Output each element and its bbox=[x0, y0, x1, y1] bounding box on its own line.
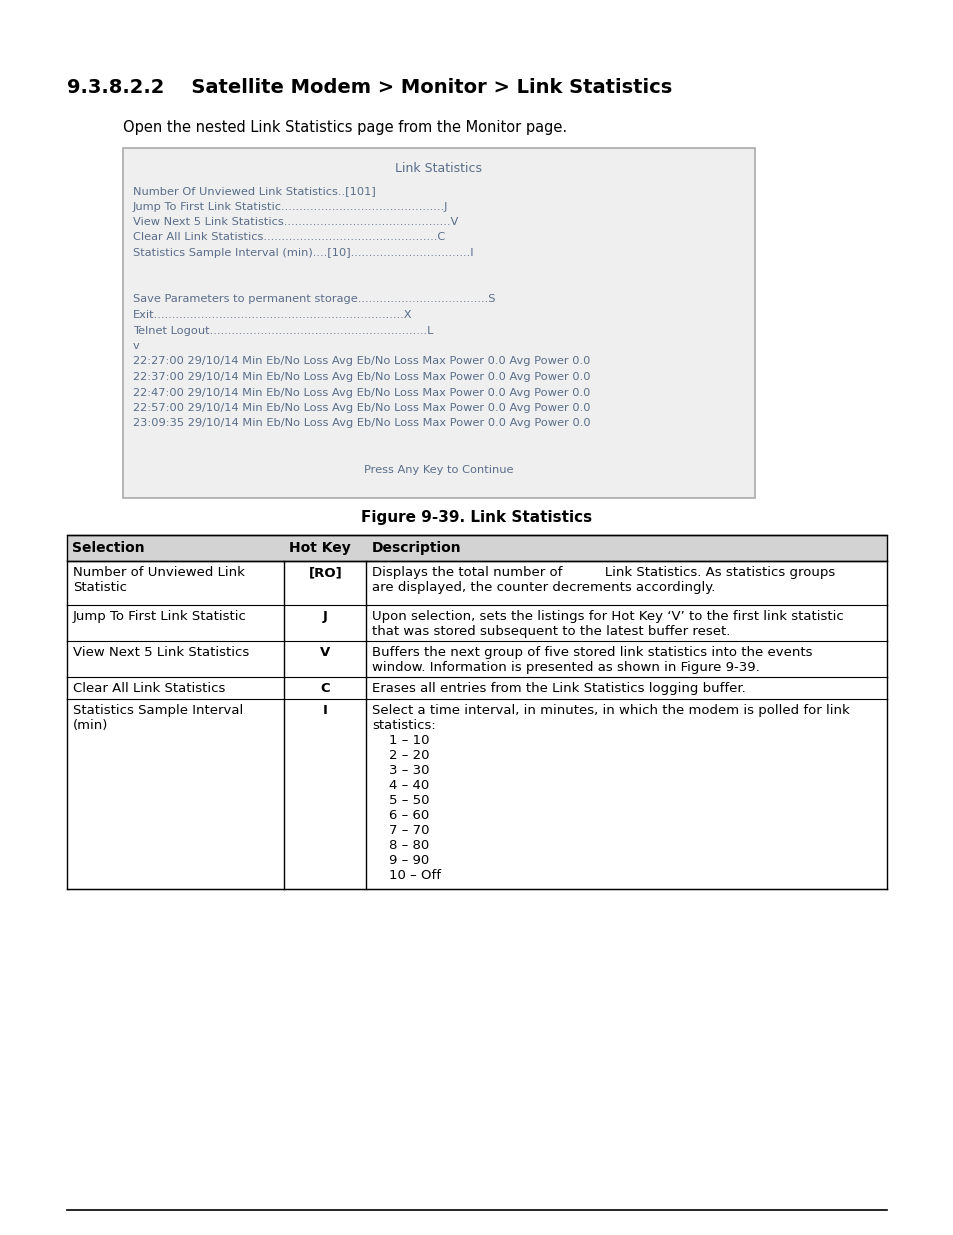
Text: View Next 5 Link Statistics..............................................V: View Next 5 Link Statistics.............… bbox=[132, 217, 457, 227]
Text: 23:09:35 29/10/14 Min Eb/No Loss Avg Eb/No Loss Max Power 0.0 Avg Power 0.0: 23:09:35 29/10/14 Min Eb/No Loss Avg Eb/… bbox=[132, 419, 590, 429]
Text: 22:57:00 29/10/14 Min Eb/No Loss Avg Eb/No Loss Max Power 0.0 Avg Power 0.0: 22:57:00 29/10/14 Min Eb/No Loss Avg Eb/… bbox=[132, 403, 590, 412]
Text: Statistics Sample Interval (min)....[10].................................I: Statistics Sample Interval (min)....[10]… bbox=[132, 248, 473, 258]
FancyBboxPatch shape bbox=[123, 148, 754, 498]
Text: Hot Key: Hot Key bbox=[289, 541, 351, 555]
Text: Selection: Selection bbox=[71, 541, 145, 555]
Text: Upon selection, sets the listings for Hot Key ‘V’ to the first link statistic
th: Upon selection, sets the listings for Ho… bbox=[372, 610, 843, 638]
Text: Link Statistics: Link Statistics bbox=[395, 162, 482, 175]
Text: Clear All Link Statistics: Clear All Link Statistics bbox=[73, 682, 225, 695]
FancyBboxPatch shape bbox=[67, 641, 886, 677]
Text: Clear All Link Statistics................................................C: Clear All Link Statistics...............… bbox=[132, 232, 445, 242]
Text: Buffers the next group of five stored link statistics into the events
window. In: Buffers the next group of five stored li… bbox=[372, 646, 812, 674]
Text: V: V bbox=[320, 646, 330, 659]
Text: Select a time interval, in minutes, in which the modem is polled for link
statis: Select a time interval, in minutes, in w… bbox=[372, 704, 849, 882]
Text: Statistics Sample Interval
(min): Statistics Sample Interval (min) bbox=[73, 704, 243, 732]
Text: 9.3.8.2.2    Satellite Modem > Monitor > Link Statistics: 9.3.8.2.2 Satellite Modem > Monitor > Li… bbox=[67, 78, 672, 98]
Text: 22:37:00 29/10/14 Min Eb/No Loss Avg Eb/No Loss Max Power 0.0 Avg Power 0.0: 22:37:00 29/10/14 Min Eb/No Loss Avg Eb/… bbox=[132, 372, 590, 382]
Text: Description: Description bbox=[371, 541, 460, 555]
Text: Press Any Key to Continue: Press Any Key to Continue bbox=[364, 466, 514, 475]
Text: v: v bbox=[132, 341, 139, 351]
Text: Save Parameters to permanent storage....................................S: Save Parameters to permanent storage....… bbox=[132, 294, 495, 305]
Text: Jump To First Link Statistic.............................................J: Jump To First Link Statistic............… bbox=[132, 201, 448, 211]
Text: Erases all entries from the Link Statistics logging buffer.: Erases all entries from the Link Statist… bbox=[372, 682, 745, 695]
Text: Displays the total number of          Link Statistics. As statistics groups
are : Displays the total number of Link Statis… bbox=[372, 566, 835, 594]
FancyBboxPatch shape bbox=[67, 535, 886, 561]
Text: Jump To First Link Statistic: Jump To First Link Statistic bbox=[73, 610, 247, 622]
Text: 22:27:00 29/10/14 Min Eb/No Loss Avg Eb/No Loss Max Power 0.0 Avg Power 0.0: 22:27:00 29/10/14 Min Eb/No Loss Avg Eb/… bbox=[132, 357, 590, 367]
FancyBboxPatch shape bbox=[67, 699, 886, 889]
Text: 22:47:00 29/10/14 Min Eb/No Loss Avg Eb/No Loss Max Power 0.0 Avg Power 0.0: 22:47:00 29/10/14 Min Eb/No Loss Avg Eb/… bbox=[132, 388, 590, 398]
Text: Number of Unviewed Link
Statistic: Number of Unviewed Link Statistic bbox=[73, 566, 245, 594]
Text: Open the nested Link Statistics page from the Monitor page.: Open the nested Link Statistics page fro… bbox=[123, 120, 566, 135]
Text: View Next 5 Link Statistics: View Next 5 Link Statistics bbox=[73, 646, 249, 659]
Text: Telnet Logout............................................................L: Telnet Logout...........................… bbox=[132, 326, 433, 336]
FancyBboxPatch shape bbox=[67, 561, 886, 605]
Text: Exit.....................................................................X: Exit....................................… bbox=[132, 310, 412, 320]
Text: Figure 9-39. Link Statistics: Figure 9-39. Link Statistics bbox=[361, 510, 592, 525]
Text: [RO]: [RO] bbox=[308, 566, 342, 579]
Text: I: I bbox=[322, 704, 328, 718]
Text: Number Of Unviewed Link Statistics..[101]: Number Of Unviewed Link Statistics..[101… bbox=[132, 186, 375, 196]
Text: J: J bbox=[322, 610, 328, 622]
FancyBboxPatch shape bbox=[67, 677, 886, 699]
FancyBboxPatch shape bbox=[67, 605, 886, 641]
Text: C: C bbox=[320, 682, 330, 695]
